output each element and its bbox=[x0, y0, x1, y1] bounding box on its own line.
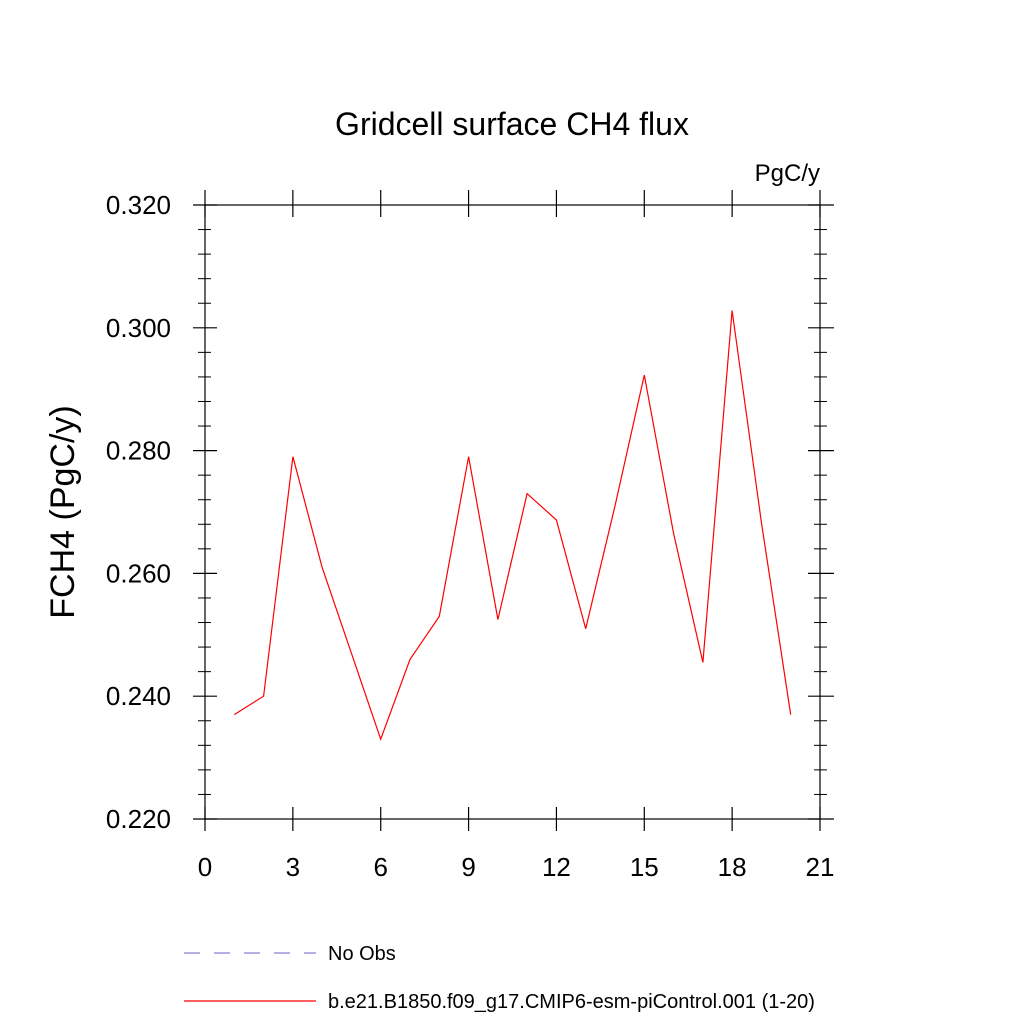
x-tick-label: 18 bbox=[718, 852, 747, 882]
y-tick-label: 0.280 bbox=[106, 436, 171, 466]
x-tick-label: 12 bbox=[542, 852, 571, 882]
x-tick-label: 9 bbox=[461, 852, 475, 882]
series-line bbox=[233, 310, 792, 741]
legend-label: No Obs bbox=[328, 943, 396, 965]
y-tick-label: 0.320 bbox=[106, 190, 171, 220]
plot-frame bbox=[204, 204, 821, 820]
tick-labels: 0 3 6 9 12 15 18 21 0.220 0.240 0.260 0.280 0.300 0.3… bbox=[106, 190, 835, 882]
y-tick-label: 0.240 bbox=[106, 681, 171, 711]
units-label: PgC/y bbox=[755, 160, 820, 187]
major-ticks bbox=[193, 190, 834, 831]
x-tick-label: 6 bbox=[373, 852, 387, 882]
y-tick-label: 0.260 bbox=[106, 558, 171, 588]
chart-title: Gridcell surface CH4 flux bbox=[335, 106, 689, 142]
series-layer bbox=[233, 310, 792, 741]
x-tick-label: 0 bbox=[198, 852, 212, 882]
y-tick-label: 0.300 bbox=[106, 313, 171, 343]
y-axis-label: FCH4 (PgC/y) bbox=[44, 405, 82, 618]
x-tick-label: 21 bbox=[806, 852, 835, 882]
legend-label: b.e21.B1850.f09_g17.CMIP6-esm-piControl.… bbox=[328, 991, 815, 1013]
x-tick-label: 15 bbox=[630, 852, 659, 882]
y-tick-label: 0.220 bbox=[106, 804, 171, 834]
x-tick-label: 3 bbox=[286, 852, 300, 882]
legend: No Obs b.e21.B1850.f09_g17.CMIP6-esm-piCo… bbox=[184, 943, 815, 1013]
